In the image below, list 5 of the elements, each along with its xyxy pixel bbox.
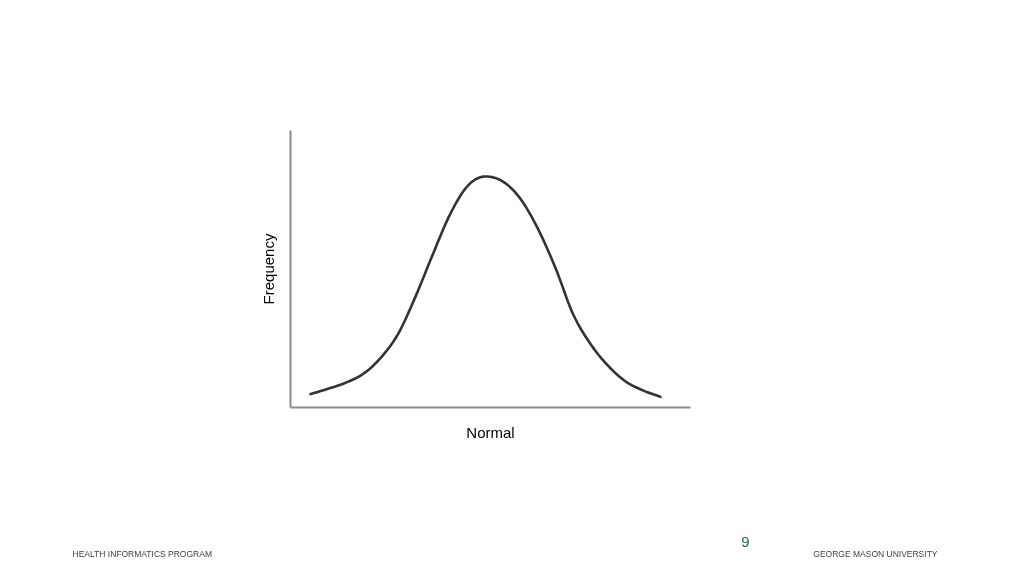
y-axis-title: Frequency — [259, 233, 277, 305]
text: GEORGE MASON UNIVERSITY — [813, 548, 938, 559]
x-axis-title: Normal — [466, 423, 515, 441]
text: 9 — [741, 532, 750, 550]
text: HEALTH INFORMATICS PROGRAM — [72, 548, 212, 559]
